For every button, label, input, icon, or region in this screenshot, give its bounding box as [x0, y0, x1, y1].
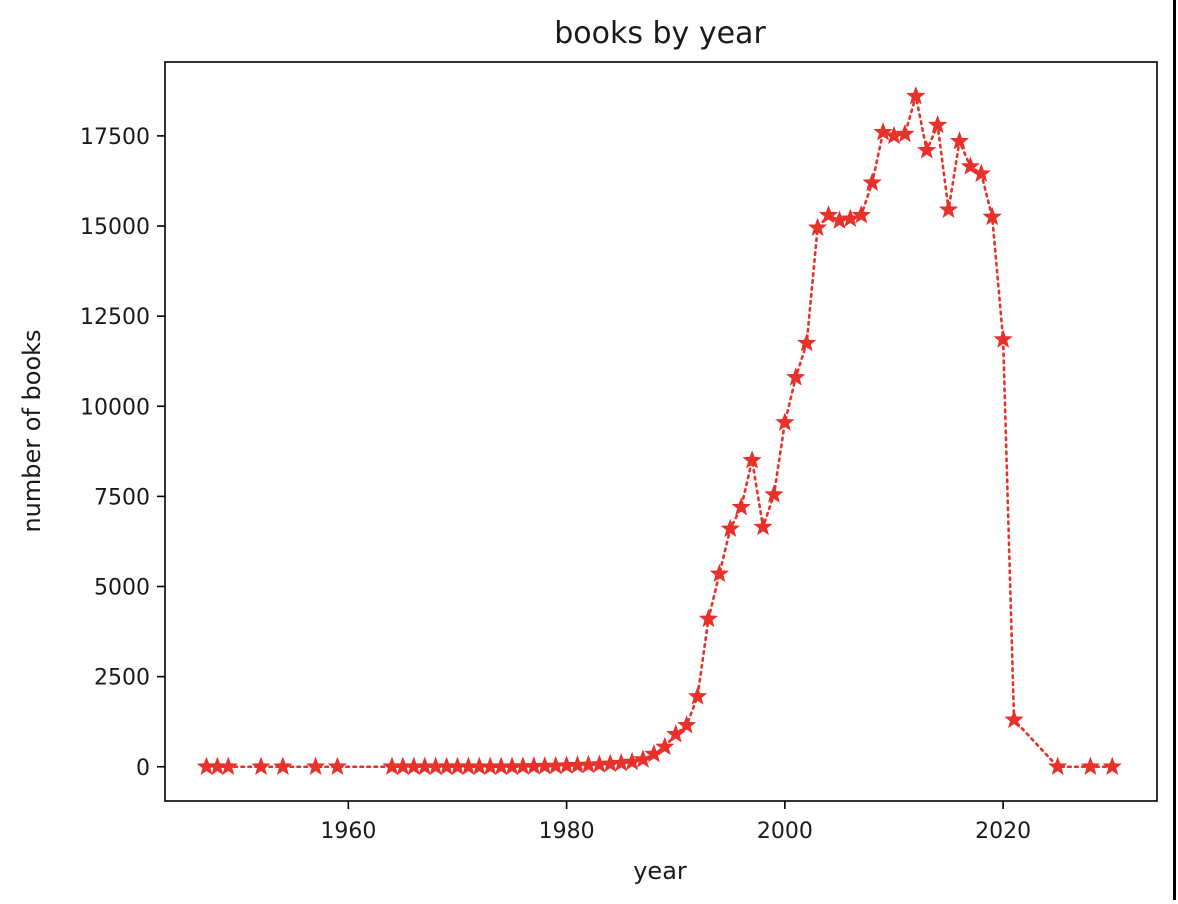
data-point-marker	[251, 756, 271, 775]
data-point-marker	[273, 756, 293, 775]
y-tick-label: 12500	[80, 305, 150, 330]
data-point-marker	[327, 756, 348, 775]
y-tick-label: 10000	[80, 395, 150, 420]
data-point-marker	[731, 497, 751, 516]
plot-area-frame	[164, 61, 1158, 802]
data-point-marker	[851, 205, 871, 224]
x-tick-label: 2020	[975, 819, 1031, 844]
y-axis-label: number of books	[18, 329, 46, 532]
chart-title: books by year	[554, 16, 766, 51]
x-tick-label: 1960	[320, 819, 376, 844]
y-tick-label: 7500	[94, 485, 150, 510]
data-point-marker	[982, 206, 1002, 226]
data-point-marker	[698, 608, 719, 628]
data-point-marker	[906, 86, 926, 105]
data-point-marker	[960, 156, 981, 175]
data-point-marker	[862, 172, 882, 191]
data-point-marker	[928, 114, 948, 134]
data-point-marker	[764, 484, 784, 503]
x-axis-label: year	[633, 857, 687, 885]
data-point-marker	[305, 756, 326, 775]
data-point-marker	[949, 131, 970, 150]
x-tick-label: 1980	[539, 819, 595, 844]
axes-group: 1960 1980 2000 2020 0 2500 5000 7500 10000 12500 1…	[80, 125, 1031, 844]
y-tick-label: 15000	[80, 215, 150, 240]
data-point-marker	[677, 715, 697, 734]
data-point-marker	[1102, 756, 1122, 775]
data-point-marker	[742, 450, 762, 469]
data-point-marker	[971, 163, 991, 182]
data-point-marker	[655, 736, 675, 756]
data-point-marker	[938, 199, 959, 219]
data-point-marker	[993, 329, 1013, 348]
data-point-marker	[218, 756, 238, 775]
data-point-marker	[818, 205, 839, 224]
data-point-marker	[1004, 709, 1024, 729]
data-point-marker	[786, 367, 806, 386]
data-point-marker	[753, 516, 773, 536]
y-tick-label: 2500	[94, 666, 150, 691]
data-point-marker	[1080, 756, 1101, 775]
data-point-marker	[709, 563, 730, 583]
y-tick-label: 17500	[80, 125, 150, 150]
data-point-marker	[873, 122, 893, 141]
data-point-marker	[797, 333, 817, 352]
data-point-marker	[633, 749, 653, 768]
data-point-marker	[895, 123, 915, 143]
y-tick-label: 5000	[94, 576, 150, 601]
data-point-marker	[807, 217, 828, 237]
data-point-marker	[775, 412, 795, 431]
series-group	[196, 86, 1122, 775]
window-edge-divider	[1173, 0, 1176, 900]
y-tick-label: 0	[136, 756, 150, 781]
data-point-marker	[720, 518, 740, 538]
data-point-marker	[1048, 756, 1068, 775]
data-point-marker	[687, 686, 708, 705]
data-point-marker	[917, 140, 937, 159]
x-tick-label: 2000	[757, 819, 813, 844]
